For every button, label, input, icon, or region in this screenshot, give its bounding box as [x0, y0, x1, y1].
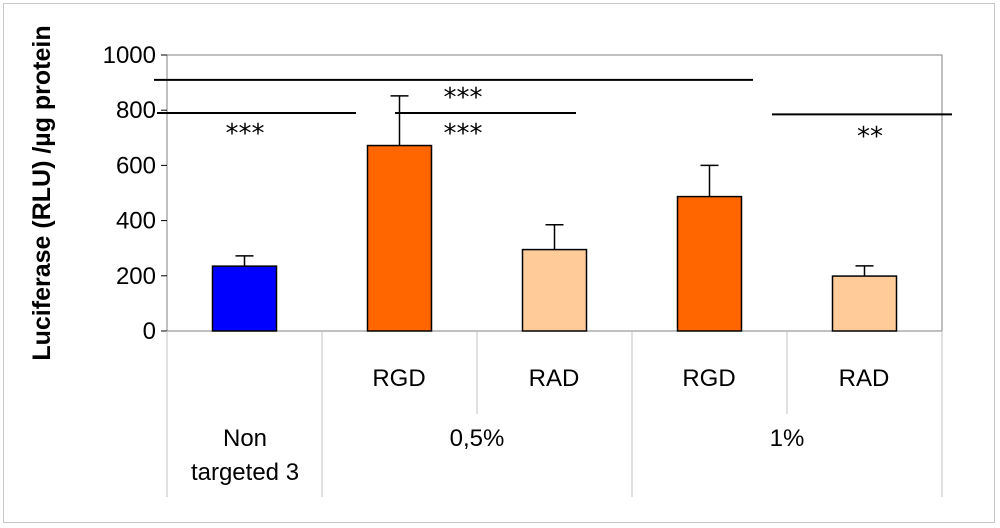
bar — [676, 195, 743, 332]
sig-label-nontargeted-vs-rgd05: *** — [226, 119, 265, 149]
bar — [366, 144, 433, 332]
bar-label-0-5-rgd: RGD — [372, 365, 425, 392]
bar — [211, 265, 278, 332]
sig-label-nontargeted-vs-rgd1: *** — [444, 83, 483, 113]
y-tick-label: 400 — [116, 208, 156, 235]
sig-label-rgd1-vs-rad1: ** — [857, 122, 883, 152]
y-tick-label: 0 — [143, 318, 156, 345]
bar — [521, 248, 588, 332]
error-bars — [235, 95, 874, 277]
y-axis: 0 200 400 600 800 1000 — [103, 42, 167, 345]
bar-label-0-5-rad: RAD — [529, 365, 580, 392]
group-label-non-targeted-line2: targeted 3 — [191, 459, 299, 486]
group-label-0-5-percent: 0,5% — [450, 425, 505, 452]
y-tick-label: 1000 — [103, 42, 156, 69]
bar-label-1-rad: RAD — [839, 365, 890, 392]
bar-label-1-rgd: RGD — [682, 365, 735, 392]
group-label-1-percent: 1% — [770, 425, 805, 452]
category-table — [166, 331, 943, 497]
significance-lines — [154, 78, 952, 116]
y-tick-label: 600 — [116, 152, 156, 179]
y-tick-label: 200 — [116, 263, 156, 290]
y-axis-label: Luciferase (RLU) /µg protein — [28, 25, 56, 360]
y-tick-label: 800 — [116, 97, 156, 124]
group-label-non-targeted-line1: Non — [223, 425, 267, 452]
sig-label-rgd05-vs-rad05: *** — [444, 119, 483, 149]
bar — [831, 275, 898, 332]
